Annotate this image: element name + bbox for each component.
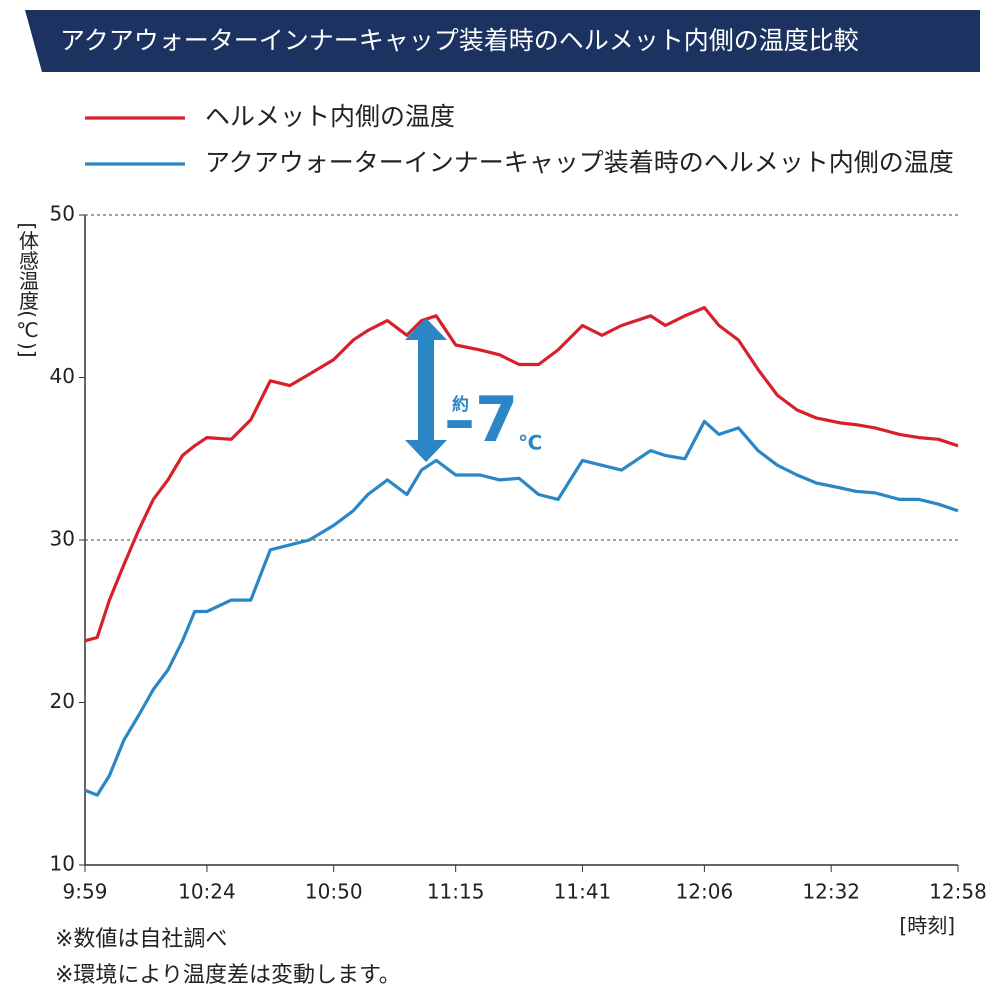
- annotation-prefix: 約: [452, 394, 469, 415]
- x-tick-label: 12:06: [676, 880, 734, 904]
- arrow-head: [405, 440, 447, 462]
- x-tick-label: 10:24: [178, 880, 236, 904]
- arrow-shaft: [418, 336, 434, 442]
- y-tick-label: 50: [50, 202, 75, 226]
- difference-arrow: [405, 318, 447, 462]
- arrow-head: [405, 318, 447, 340]
- note: ※環境により温度差は変動します。: [55, 963, 401, 988]
- y-tick-label: 30: [50, 527, 75, 551]
- x-axis-label: [時刻]: [899, 914, 955, 938]
- legend-label: アクアウォーターインナーキャップ装着時のヘルメット内側の温度: [205, 148, 954, 177]
- y-axis-label: [体感温度(℃)]: [16, 222, 40, 357]
- title-banner: [25, 10, 980, 72]
- x-tick-label: 12:32: [802, 880, 860, 904]
- y-tick-label: 40: [50, 364, 75, 388]
- annotation-unit: ℃: [518, 431, 542, 455]
- y-tick-label: 20: [50, 689, 75, 713]
- annotation-value: –7: [444, 383, 518, 456]
- plot: 10 20 30 40 50 9:59 10:24 10:50 11:15 11:41 12:06 1…: [50, 202, 987, 904]
- series-line: [84, 419, 959, 797]
- x-tick-label: 11:15: [427, 880, 485, 904]
- x-tick-label: 12:58: [929, 880, 987, 904]
- legend-label: ヘルメット内側の温度: [205, 102, 455, 131]
- x-tick-label: 9:59: [63, 880, 108, 904]
- x-tick-label: 11:41: [554, 880, 612, 904]
- x-tick-label: 10:50: [305, 880, 363, 904]
- note: ※数値は自社調べ: [55, 927, 227, 952]
- chart-title: アクアウォーターインナーキャップ装着時のヘルメット内側の温度比較: [60, 26, 859, 55]
- series-line: [84, 306, 959, 643]
- y-tick-label: 10: [50, 852, 75, 876]
